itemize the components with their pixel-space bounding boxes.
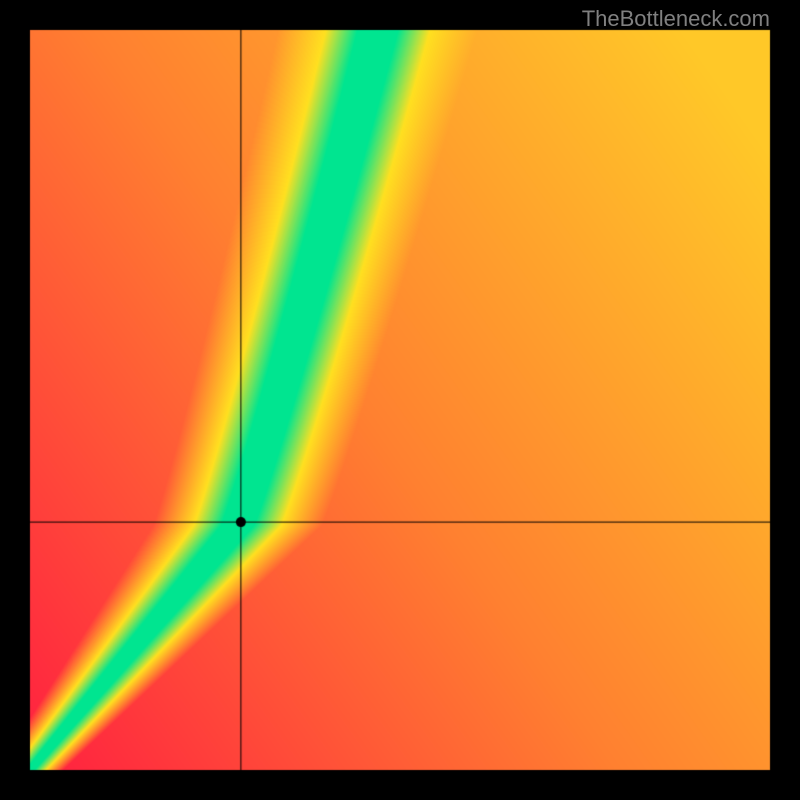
heatmap-canvas: [0, 0, 800, 800]
watermark-text: TheBottleneck.com: [582, 6, 770, 32]
chart-container: TheBottleneck.com: [0, 0, 800, 800]
